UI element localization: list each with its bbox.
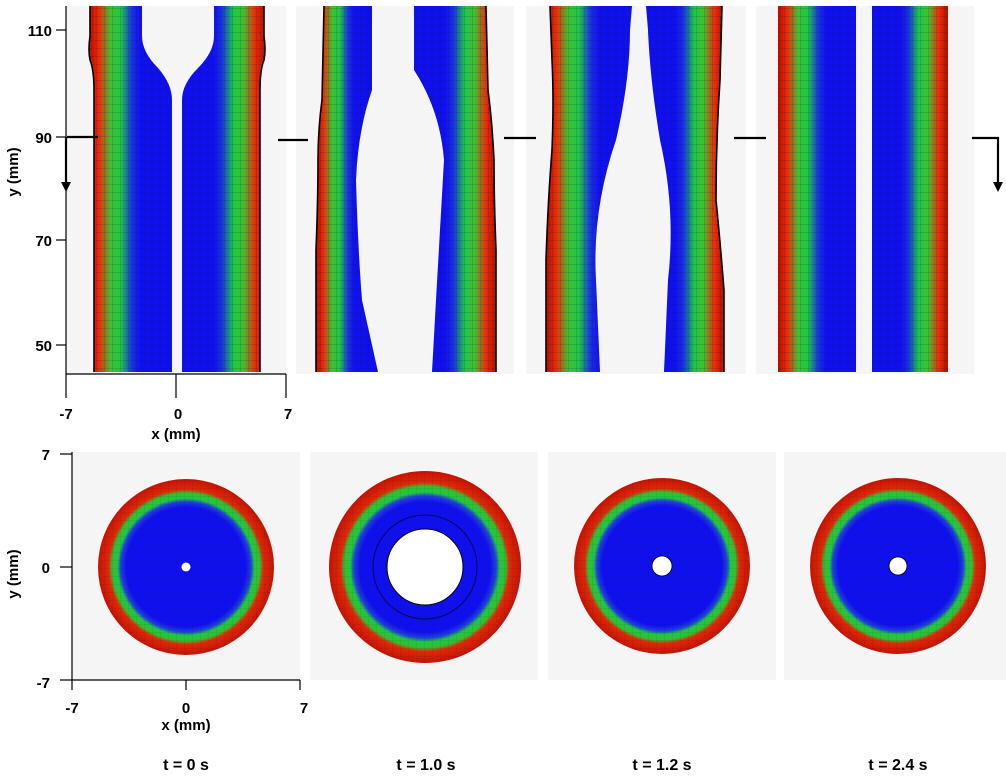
top-xtick-neg7: -7 bbox=[59, 406, 72, 423]
top-ytick-110: 110 bbox=[28, 23, 52, 40]
cross-section-1 bbox=[98, 479, 274, 655]
top-xlabel: x (mm) bbox=[151, 426, 200, 443]
time-label-3: t = 2.4 s bbox=[868, 757, 927, 774]
bottom-xtick-0: 0 bbox=[182, 700, 190, 717]
top-y-ticks: 110 90 70 50 bbox=[28, 23, 52, 355]
top-x-ticks: -7 0 7 bbox=[59, 406, 292, 423]
time-label-0: t = 0 s bbox=[163, 757, 209, 774]
bottom-ylabel: y (mm) bbox=[5, 549, 22, 598]
bottom-x-ticks: -7 0 7 bbox=[65, 700, 308, 717]
bottom-axes bbox=[60, 452, 301, 690]
top-xtick-7: 7 bbox=[284, 406, 292, 423]
top-panel-2-mesh bbox=[315, 5, 497, 372]
bottom-xtick-7: 7 bbox=[300, 700, 308, 717]
top-ytick-90: 90 bbox=[35, 130, 52, 147]
time-label-2: t = 1.2 s bbox=[632, 757, 691, 774]
bottom-ytick-neg7: -7 bbox=[37, 675, 50, 692]
section-markers bbox=[64, 135, 1000, 186]
cross-section-2 bbox=[329, 471, 521, 663]
bottom-y-ticks: 7 0 -7 bbox=[37, 447, 50, 692]
top-panel-4-mesh bbox=[778, 6, 948, 372]
time-label-1: t = 1.0 s bbox=[396, 757, 455, 774]
top-axes bbox=[56, 6, 287, 398]
cross-section-4 bbox=[810, 478, 986, 654]
top-panel-1-mesh bbox=[88, 6, 266, 372]
time-labels: t = 0 s t = 1.0 s t = 1.2 s t = 2.4 s bbox=[163, 757, 928, 774]
bottom-xtick-neg7: -7 bbox=[65, 700, 78, 717]
bottom-xlabel: x (mm) bbox=[161, 717, 210, 734]
top-panel-3-mesh bbox=[545, 5, 725, 372]
cross-section-3 bbox=[574, 478, 750, 654]
top-ytick-70: 70 bbox=[35, 233, 52, 250]
top-xtick-0: 0 bbox=[174, 406, 182, 423]
bottom-ytick-7: 7 bbox=[42, 447, 50, 464]
top-ytick-50: 50 bbox=[35, 338, 52, 355]
top-ylabel: y (mm) bbox=[5, 147, 22, 196]
bottom-ytick-0: 0 bbox=[42, 560, 50, 577]
